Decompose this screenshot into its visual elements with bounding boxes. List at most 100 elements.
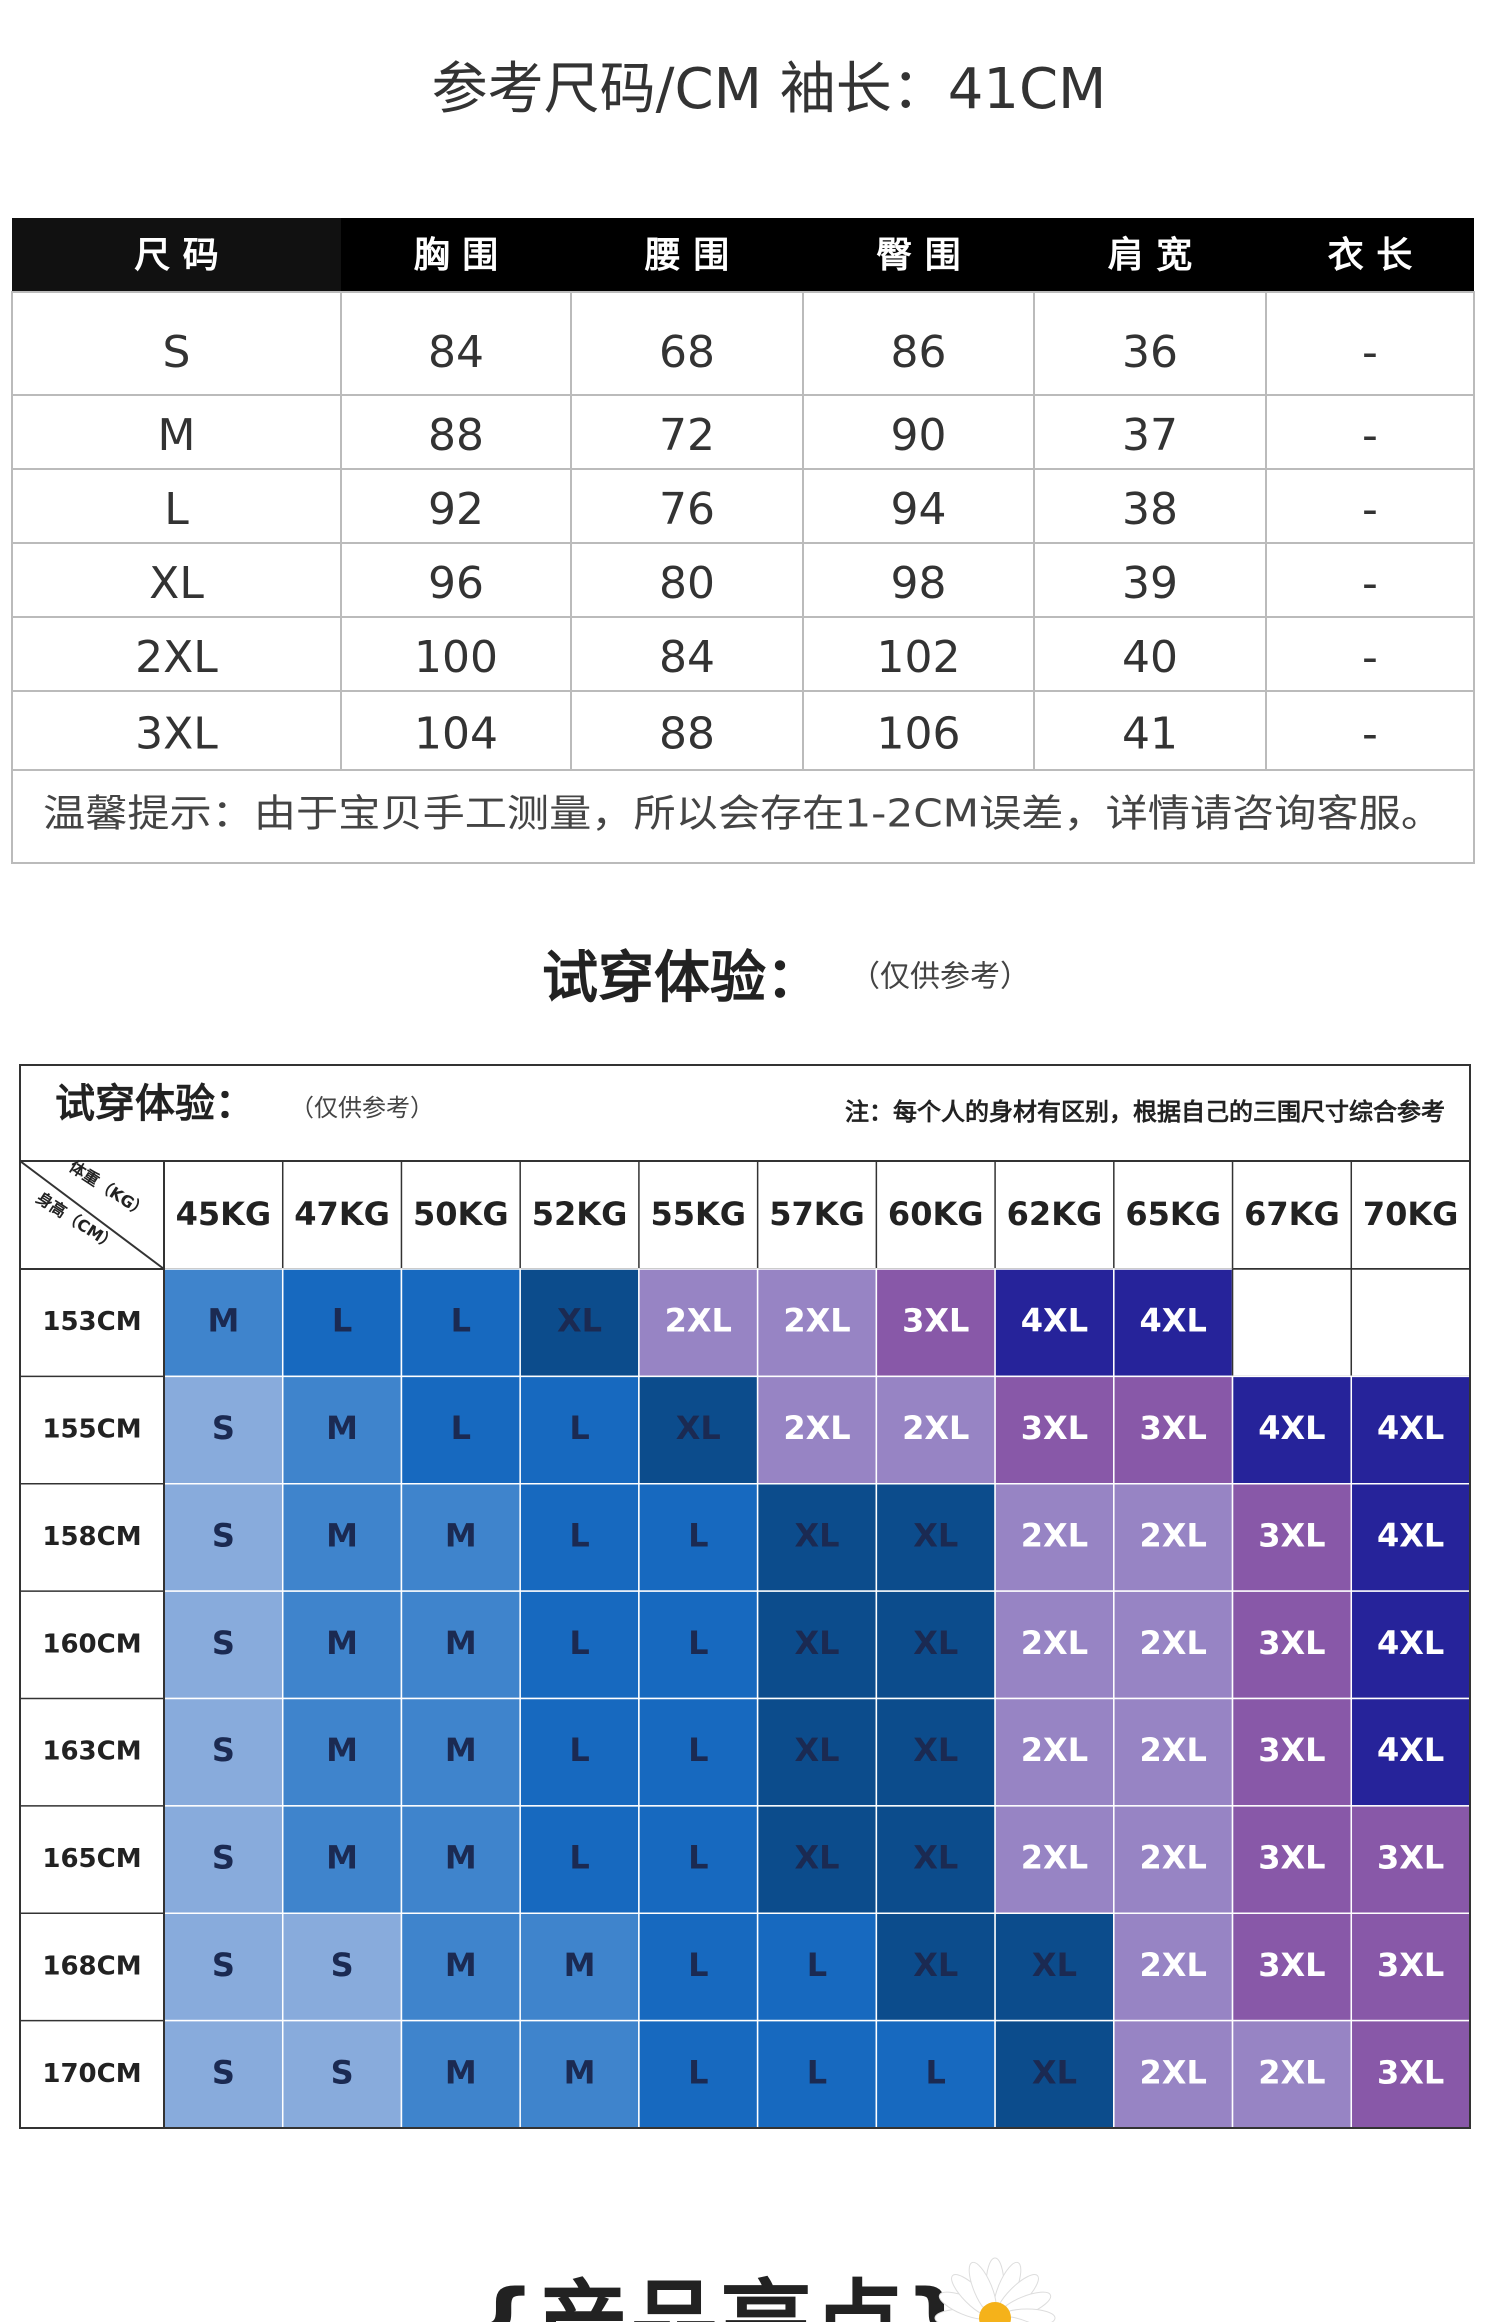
size-cell: 104 [414, 709, 498, 760]
size-cell-bg [519, 1697, 640, 1807]
size-cell-bg [281, 1483, 403, 1592]
fit-size: L [569, 1839, 589, 1877]
size-cell-bg [1113, 1697, 1234, 1807]
size-cell-bg [1350, 1375, 1471, 1485]
size-cell-bg [163, 1268, 284, 1378]
size-cell: 3XL [135, 709, 218, 760]
weight-label: 67KG [1244, 1195, 1340, 1233]
size-cell-bg [638, 1590, 759, 1700]
size-cell: - [1362, 327, 1378, 378]
fit-size: M [445, 1731, 477, 1769]
size-cell-bg [638, 1805, 759, 1914]
size-cell-bg [875, 1805, 996, 1914]
fit-size: 4XL [1377, 1624, 1444, 1662]
size-cell-bg [281, 2019, 403, 2129]
size-cell-bg [756, 1805, 878, 1914]
fit-size: L [688, 1624, 708, 1662]
size-cell: 96 [428, 558, 484, 609]
fit-size: L [688, 1731, 708, 1769]
height-label: 165CM [42, 1844, 141, 1874]
fit-size: M [564, 1946, 596, 1984]
size-cell: 88 [659, 709, 715, 760]
fit-size: XL [794, 1731, 839, 1769]
fit-size: L [688, 2053, 708, 2091]
size-cell-bg [163, 1375, 284, 1485]
fit-size: XL [1032, 1946, 1077, 1984]
fit-size: 3XL [1258, 1839, 1325, 1877]
size-cell-bg [281, 1590, 403, 1700]
size-cell: 102 [877, 632, 961, 683]
fit-size: 2XL [1140, 1839, 1207, 1877]
fit-size: S [212, 2053, 235, 2091]
size-cell-bg [400, 1805, 521, 1914]
size-cell: 68 [659, 327, 715, 378]
size-cell-bg [400, 1375, 521, 1485]
fit-size: M [445, 1624, 477, 1662]
fit-size: 4XL [1377, 1731, 1444, 1769]
empty-cell [1350, 1268, 1471, 1378]
fit-size: 3XL [1140, 1409, 1207, 1447]
size-cell-bg [1113, 1375, 1234, 1485]
fit-size: M [445, 1839, 477, 1877]
size-cell-bg [281, 1805, 403, 1914]
size-cell-bg [400, 1912, 521, 2022]
size-cell: 2XL [135, 632, 218, 683]
weight-label: 45KG [176, 1195, 272, 1233]
size-cell-bg [994, 1483, 1115, 1592]
weight-label: 50KG [413, 1195, 509, 1233]
height-label: 168CM [42, 1951, 141, 1981]
fit-size: S [212, 1516, 235, 1554]
size-cell-bg [1231, 1805, 1353, 1914]
size-cell-bg [875, 1375, 996, 1485]
fit-size: L [569, 1409, 589, 1447]
fit-size: XL [676, 1409, 721, 1447]
size-cell-bg [519, 1805, 640, 1914]
size-cell-bg [875, 1697, 996, 1807]
fit-size: 2XL [1140, 2053, 1207, 2091]
empty-cell [1231, 1268, 1353, 1378]
fit-size: XL [794, 1516, 839, 1554]
size-cell-bg [756, 1268, 878, 1378]
fit-section-subtitle: （仅供参考） [850, 960, 1030, 995]
size-cell: 76 [659, 484, 715, 535]
fit-size: XL [1032, 2053, 1077, 2091]
fit-size: 2XL [1140, 1946, 1207, 1984]
size-cell-bg [638, 1697, 759, 1807]
fit-size: XL [557, 1302, 602, 1340]
weight-label: 52KG [532, 1195, 628, 1233]
fit-size: M [326, 1409, 358, 1447]
size-cell: 84 [659, 632, 715, 683]
fit-size: L [688, 1516, 708, 1554]
size-cell: 72 [659, 410, 715, 461]
size-cell: 84 [428, 327, 484, 378]
fit-size: S [212, 1409, 235, 1447]
size-cell-bg [1350, 1805, 1471, 1914]
fit-table-border [19, 1064, 1471, 2129]
size-header: 胸 围 [414, 235, 499, 276]
size-cell-bg [1231, 1912, 1353, 2022]
size-header: 臀 围 [876, 235, 961, 276]
fit-size: 2XL [1140, 1624, 1207, 1662]
corner-diagonal [19, 1160, 165, 1270]
size-cell-bg [281, 1375, 403, 1485]
size-cell: - [1362, 410, 1378, 461]
size-cell-bg [994, 1912, 1115, 2022]
size-cell-bg [400, 1483, 521, 1592]
size-cell-bg [281, 1912, 403, 2022]
size-cell-bg [1350, 1697, 1471, 1807]
size-cell: 92 [428, 484, 484, 535]
fit-size: M [326, 1731, 358, 1769]
fit-size: L [688, 1839, 708, 1877]
size-cell-bg [756, 1912, 878, 2022]
size-cell: - [1362, 632, 1378, 683]
size-cell-bg [163, 1805, 284, 1914]
size-cell: 88 [428, 410, 484, 461]
size-cell: 80 [659, 558, 715, 609]
size-cell-bg [994, 1805, 1115, 1914]
size-cell: 100 [414, 632, 498, 683]
size-cell-bg [1113, 1912, 1234, 2022]
size-cell-bg [1231, 2019, 1353, 2129]
size-cell-bg [1231, 1375, 1353, 1485]
fit-size: 4XL [1377, 1409, 1444, 1447]
fit-size: M [445, 1946, 477, 1984]
